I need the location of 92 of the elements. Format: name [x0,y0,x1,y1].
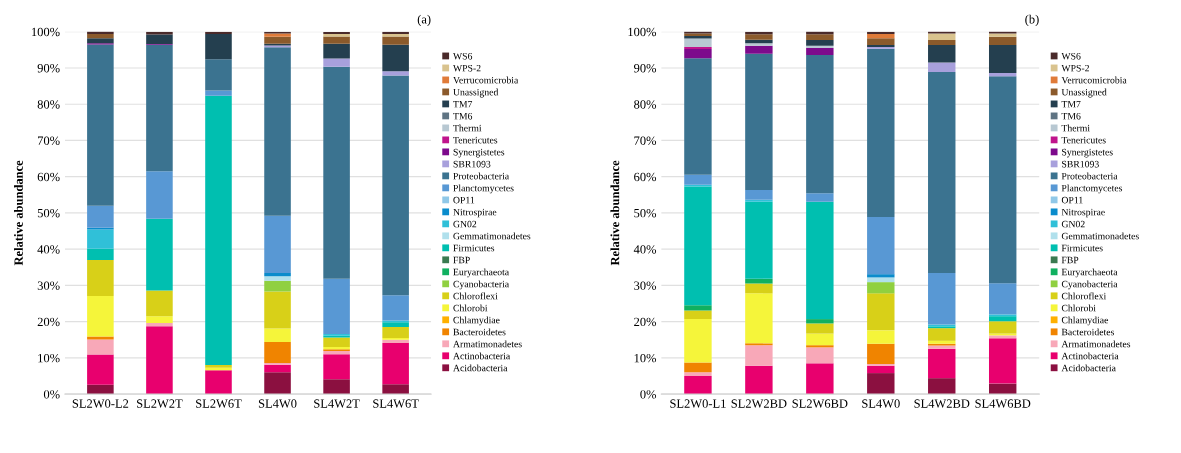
legend-label: Actinobacteria [453,352,511,360]
legend-label: Actinobacteria [1061,352,1119,360]
legend-label: Firmicutes [1061,244,1103,252]
legend-label: Acidobacteria [453,364,508,372]
legend-label: OP11 [453,196,475,204]
legend-label: GN02 [453,220,477,228]
legend-label: Planctomycetes [1061,184,1123,194]
legend-label: Bacteroidetes [1061,328,1114,336]
legend-label: Bacteroidetes [453,328,506,336]
legend-label: Proteobacteria [1061,172,1118,180]
y-tick-label: 70% [38,136,60,145]
y-tick-label: 0% [43,390,60,399]
legend-label: Euryarchaeota [453,268,509,278]
legend-label: Chlorobi [453,304,488,312]
legend-label: Thermi [453,124,482,132]
legend-label: Chlamydiae [453,316,500,326]
legend-label: Cyanobacteria [453,280,509,290]
legend-label: Firmicutes [453,244,495,252]
legend-label: Chloroflexi [453,292,498,300]
legend-label: WPS-2 [1061,64,1089,72]
legend-label: Tenericutes [1061,136,1106,144]
legend-label: Gemmatimonadetes [1061,232,1139,240]
legend-label: TM7 [1061,100,1081,108]
legend-label: FBP [453,256,470,264]
y-tick-label: 0% [640,390,657,399]
y-tick-label: 20% [634,317,657,327]
legend-label: TM7 [453,100,473,108]
x-tick-label: SL2W0-L1 [670,399,726,408]
legend-label: Chloroflexi [1061,292,1107,300]
y-tick-label: 100% [628,27,657,37]
legend-label: FBP [1061,256,1079,264]
x-tick-label: SL2W2T [137,399,183,408]
x-tick-label: SL2W0-L2 [72,399,129,408]
y-tick-label: 10% [634,353,657,363]
legend-label: WS6 [452,52,473,60]
legend-label: SBR1093 [453,160,491,168]
y-tick-label: 40% [37,245,60,254]
y-axis-title: Relative abundance [14,160,23,266]
y-tick-label: 30% [37,281,60,290]
legend-label: Verrucomicrobia [1061,76,1127,84]
legend-label: Synergistetes [1062,148,1113,158]
y-axis-title: Relative abundance [610,160,620,266]
y-tick-label: 10% [38,353,60,363]
legend-label: Armatimonadetes [453,340,522,348]
y-tick-label: 20% [37,317,60,327]
legend-label: Thermi [1061,124,1090,132]
legend-label: TM6 [1061,112,1081,120]
chart-title: (a) [417,14,431,27]
legend-label: Proteobacteria [453,172,509,180]
chart-title: (b) [1025,14,1039,27]
y-tick-label: 70% [634,136,657,145]
x-tick-label: SL4W0 [258,399,297,408]
legend-label: Unassigned [453,88,499,98]
x-tick-label: SL4W6T [373,399,419,408]
legend-label: OP11 [1061,196,1083,204]
legend-label: Nitrospirae [453,208,497,218]
legend-label: Verrucomicrobia [453,76,519,84]
x-tick-label: SL4W2T [314,399,360,408]
y-tick-label: 40% [633,245,657,254]
y-tick-label: 80% [37,100,60,109]
y-tick-label: 80% [634,100,657,109]
legend-label: Tenericutes [453,136,498,144]
legend-label: Cyanobacteria [1061,280,1118,290]
legend-label: Chlamydiae [1061,316,1109,326]
x-tick-label: SL2W6T [196,399,242,408]
x-tick-label: SL2W2BD [731,399,787,408]
y-tick-label: 90% [37,63,60,73]
y-tick-label: 50% [634,208,657,218]
legend-label: Acidobacteria [1061,364,1116,372]
legend-label: Unassigned [1061,88,1107,98]
legend-label: Armatimonadetes [1061,340,1131,348]
legend-label: WS6 [1061,52,1081,60]
x-tick-label: SL4W0 [862,399,900,408]
y-tick-label: 60% [634,172,657,182]
y-tick-label: 50% [37,208,60,218]
x-tick-label: SL4W6BD [975,399,1031,408]
y-tick-label: 90% [633,63,657,73]
legend-label: Planctomycetes [453,184,514,194]
legend-label: Chlorobi [1061,304,1096,312]
legend-label: Synergistetes [453,148,505,158]
legend-label: Nitrospirae [1061,208,1105,218]
legend-label: SBR1093 [1062,160,1099,168]
x-tick-label: SL4W2BD [914,399,970,408]
x-tick-label: SL2W6BD [792,399,848,408]
y-tick-label: 100% [32,27,60,37]
y-tick-label: 60% [37,172,60,182]
legend-label: Gemmatimonadetes [453,232,531,240]
legend-label: WPS-2 [452,64,481,72]
y-tick-label: 30% [634,281,657,290]
legend-label: TM6 [453,112,473,120]
legend-label: GN02 [1061,220,1085,228]
legend-label: Euryarchaeota [1061,268,1118,278]
